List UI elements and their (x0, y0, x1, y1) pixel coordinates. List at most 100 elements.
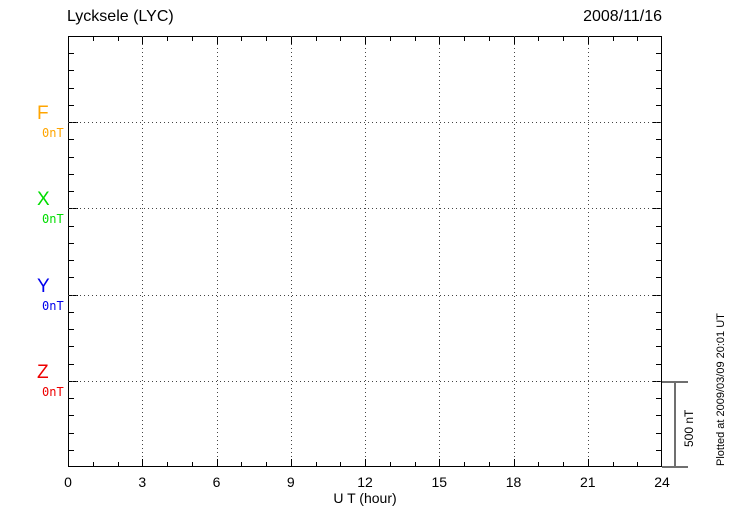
vgrid-line (587, 36, 589, 467)
x-tick-bottom (612, 462, 614, 466)
scale-bar-line (674, 381, 676, 467)
x-tick-bottom (389, 462, 391, 466)
x-tick-top (241, 37, 243, 41)
y-tick-left (69, 415, 74, 417)
channel-offset-label-f: 0nT (42, 126, 64, 141)
channel-letter-f: F (37, 103, 49, 125)
hour-label-3: 3 (138, 474, 147, 490)
x-tick-bottom (538, 462, 540, 466)
y-tick-left (69, 260, 74, 262)
hour-label-9: 9 (286, 474, 295, 490)
y-tick-right (656, 139, 661, 141)
hgrid-baseline (68, 122, 662, 124)
vgrid-line (513, 36, 515, 467)
y-tick-left (69, 346, 74, 348)
vgrid-line (365, 36, 366, 467)
y-tick-right (656, 363, 661, 365)
y-tick-left (69, 70, 74, 72)
y-tick-left (69, 53, 74, 55)
hgrid-baseline (68, 294, 662, 296)
x-tick-bottom (167, 462, 168, 466)
scale-bar-top-cap (662, 381, 688, 383)
x-tick-bottom (439, 459, 441, 466)
x-tick-top (389, 37, 391, 41)
x-tick-bottom (340, 462, 342, 466)
plot-date: 2008/11/16 (583, 8, 662, 25)
vgrid-line (290, 36, 292, 467)
y-tick-left (69, 87, 74, 89)
x-tick-bottom (464, 462, 465, 466)
x-tick-top (216, 37, 218, 44)
y-tick-right (656, 156, 661, 158)
y-tick-left (69, 432, 74, 434)
x-axis-title: U T (hour) (333, 490, 397, 506)
y-tick-left (69, 277, 74, 279)
x-tick-top (92, 37, 94, 41)
x-tick-top (117, 37, 119, 41)
x-tick-bottom (563, 462, 564, 466)
y-tick-left (69, 139, 74, 141)
hgrid-baseline (68, 380, 662, 382)
y-tick-left (69, 225, 74, 227)
y-tick-right (656, 415, 661, 417)
hour-label-24: 24 (654, 474, 670, 490)
x-tick-bottom (365, 459, 366, 466)
station-title: Lycksele (LYC) (67, 8, 174, 25)
x-tick-bottom (241, 462, 243, 466)
hour-label-6: 6 (212, 474, 221, 490)
y-tick-right (656, 449, 661, 451)
x-tick-bottom (117, 462, 119, 466)
scale-bar-label: 500 nT (682, 409, 696, 447)
y-tick-right (656, 87, 661, 89)
channel-offset-label-y: 0nT (42, 298, 64, 313)
x-tick-top (538, 37, 540, 41)
y-tick-left (69, 156, 74, 158)
x-tick-bottom (92, 462, 94, 466)
y-tick-right (656, 104, 661, 106)
x-tick-top (167, 37, 168, 41)
y-tick-left (69, 104, 74, 106)
x-tick-top (142, 37, 144, 44)
y-tick-left (69, 398, 74, 400)
y-tick-right (656, 311, 661, 313)
y-tick-right (656, 398, 661, 400)
x-tick-top (637, 37, 639, 41)
x-tick-top (340, 37, 342, 41)
hour-label-0: 0 (64, 474, 72, 490)
y-tick-left (69, 329, 74, 331)
x-tick-top (191, 37, 193, 41)
x-tick-top (612, 37, 614, 41)
vgrid-line (439, 36, 441, 467)
y-tick-left (69, 363, 74, 365)
y-tick-right (656, 70, 661, 72)
x-tick-top (266, 37, 267, 41)
y-tick-left (69, 242, 74, 244)
hgrid-baseline (68, 208, 662, 210)
x-tick-top (563, 37, 564, 41)
y-tick-left (69, 311, 74, 313)
y-tick-right (656, 191, 661, 193)
x-tick-bottom (266, 462, 267, 466)
y-tick-right (656, 346, 661, 348)
y-tick-left (69, 449, 74, 451)
channel-offset-label-x: 0nT (42, 212, 64, 227)
x-tick-bottom (488, 462, 490, 466)
x-tick-top (587, 37, 589, 44)
hour-label-18: 18 (505, 474, 522, 490)
vgrid-line (142, 36, 144, 467)
y-tick-right (656, 329, 661, 331)
x-tick-bottom (587, 459, 589, 466)
channel-letter-x: X (37, 189, 50, 211)
x-tick-bottom (414, 462, 416, 466)
plotted-at-note: Plotted at 2009/03/09 20:01 UT (715, 313, 727, 466)
x-tick-top (513, 37, 515, 44)
vgrid-line (216, 36, 218, 467)
hour-label-15: 15 (431, 474, 448, 490)
y-tick-right (656, 277, 661, 279)
channel-letter-z: Z (37, 361, 49, 383)
x-tick-top (464, 37, 465, 41)
channel-offset-label-z: 0nT (42, 384, 64, 399)
x-tick-bottom (315, 462, 317, 466)
x-tick-bottom (191, 462, 193, 466)
